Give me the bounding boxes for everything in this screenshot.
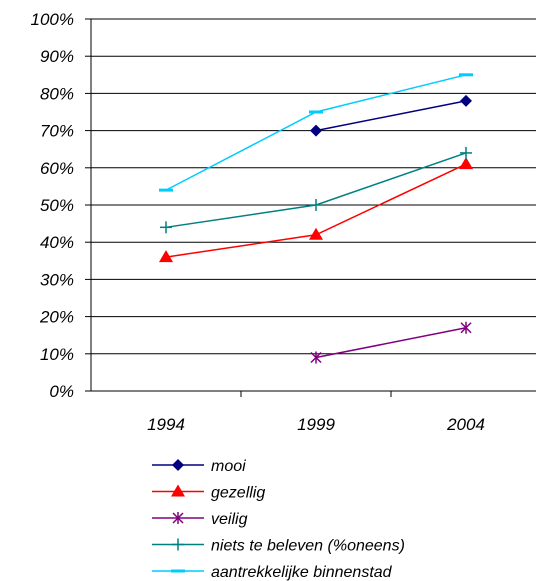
data-point bbox=[309, 110, 323, 114]
gridlines bbox=[91, 18, 536, 355]
series-niets bbox=[160, 146, 472, 234]
y-axis-tick-labels: 0% 10% 20% 30% 40% 50% 60% 70% 80% 90% 100% bbox=[31, 10, 74, 401]
series-mooi bbox=[310, 94, 472, 137]
data-point bbox=[309, 227, 323, 240]
y-tick-label: 100% bbox=[31, 10, 74, 29]
data-point bbox=[159, 188, 173, 192]
y-tick-label: 10% bbox=[40, 345, 74, 364]
x-tick-label-1999: 1999 bbox=[297, 415, 335, 434]
legend-item: niets te beleven (%oneens) bbox=[152, 538, 405, 555]
data-point bbox=[460, 321, 472, 334]
legend-marker bbox=[172, 538, 184, 551]
x-tick-label-2004: 2004 bbox=[446, 415, 485, 434]
y-tick-label: 60% bbox=[40, 159, 74, 178]
series-aantrekkelijke bbox=[159, 73, 473, 192]
x-tick-label-1994: 1994 bbox=[147, 415, 185, 434]
series-veilig bbox=[310, 321, 472, 364]
y-tick-label: 30% bbox=[40, 270, 74, 289]
data-point bbox=[310, 351, 322, 364]
legend-marker bbox=[172, 512, 184, 524]
y-tick-label: 40% bbox=[40, 233, 74, 252]
legend-label: veilig bbox=[211, 511, 248, 528]
x-axis-tick-labels: 1994 1999 2004 bbox=[147, 415, 485, 434]
y-tick-label: 20% bbox=[39, 308, 74, 327]
y-tick-label: 80% bbox=[40, 84, 74, 103]
legend-item: aantrekkelijke binnenstad bbox=[152, 564, 393, 581]
data-point bbox=[459, 73, 473, 77]
y-tick-label: 50% bbox=[40, 196, 74, 215]
series-gezellig bbox=[159, 157, 473, 263]
y-tick-label: 90% bbox=[40, 47, 74, 66]
data-point bbox=[159, 250, 173, 263]
y-tick-label: 70% bbox=[40, 122, 74, 141]
data-point bbox=[310, 199, 322, 211]
legend-item: veilig bbox=[152, 511, 248, 528]
data-point bbox=[459, 157, 473, 170]
axes bbox=[85, 18, 536, 397]
legend-item: mooi bbox=[152, 458, 246, 475]
data-point bbox=[310, 124, 322, 137]
data-point bbox=[460, 146, 472, 159]
legend-label: gezellig bbox=[211, 485, 265, 502]
legend: mooi gezellig veilig niets te beleven (%one… bbox=[152, 458, 405, 581]
legend-marker bbox=[171, 569, 185, 573]
series-line bbox=[165, 152, 467, 229]
legend-item: gezellig bbox=[152, 484, 265, 502]
data-point bbox=[460, 94, 472, 107]
series-line bbox=[315, 100, 467, 132]
series-line bbox=[315, 327, 467, 359]
y-tick-label: 0% bbox=[49, 382, 74, 401]
legend-label: niets te beleven (%oneens) bbox=[211, 538, 405, 555]
legend-marker bbox=[171, 484, 185, 497]
data-point bbox=[160, 221, 172, 234]
legend-marker bbox=[172, 459, 184, 471]
series-layer bbox=[159, 73, 473, 364]
legend-label: aantrekkelijke binnenstad bbox=[211, 564, 393, 581]
legend-label: mooi bbox=[211, 458, 246, 475]
